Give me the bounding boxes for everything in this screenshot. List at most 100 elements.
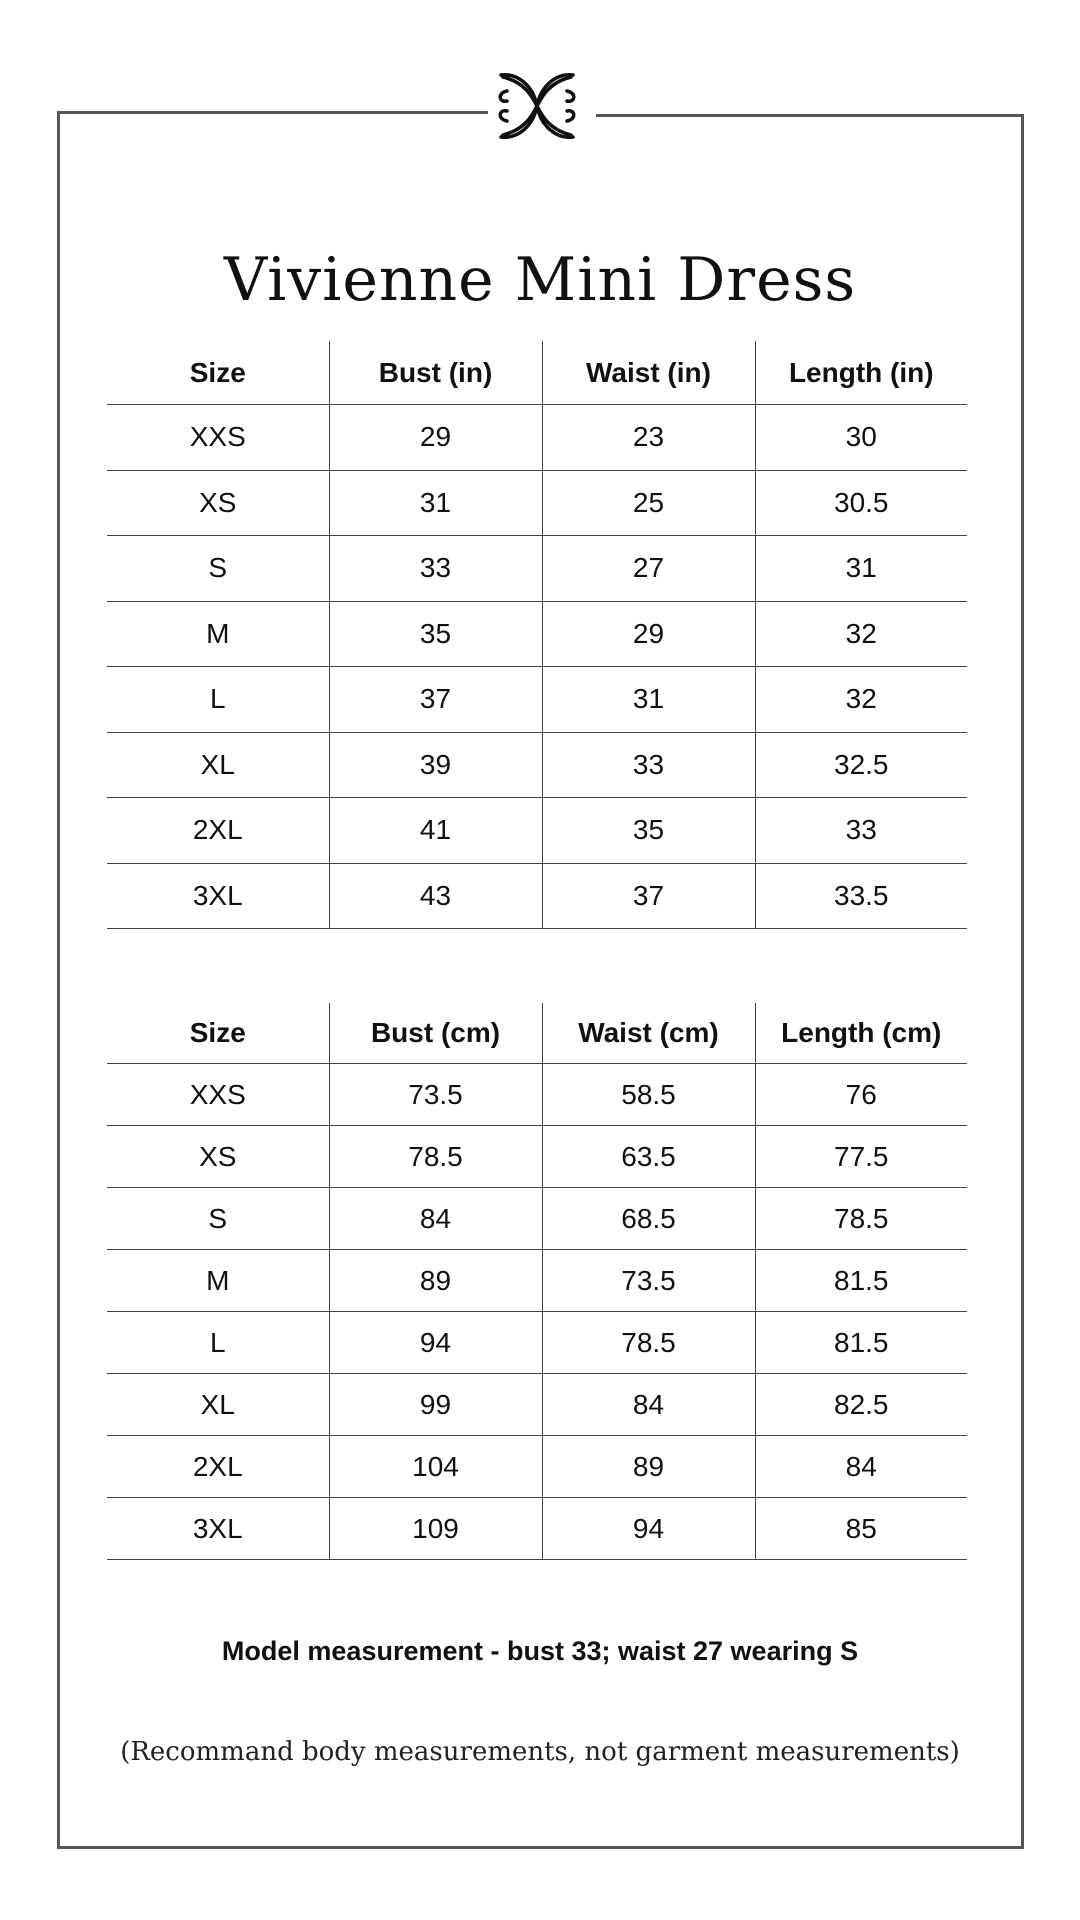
measurement-cell: 39 (328, 732, 542, 798)
measurement-cell: 94 (328, 1311, 542, 1374)
measurement-cell: 32.5 (754, 732, 967, 798)
size-cell: XXS (107, 1063, 329, 1126)
measurement-cell: 23 (541, 404, 755, 471)
measurement-cell: 85 (754, 1497, 967, 1560)
measurement-cell: 78.5 (328, 1125, 542, 1188)
measurement-cell: 109 (328, 1497, 542, 1560)
measurement-cell: 32 (754, 601, 967, 667)
measurement-cell: 89 (541, 1435, 755, 1498)
measurement-cell: 35 (328, 601, 542, 667)
column-header: Bust (cm) (328, 1003, 542, 1064)
measurement-cell: 35 (541, 797, 755, 864)
size-cell: S (107, 535, 329, 602)
measurement-cell: 43 (328, 863, 542, 929)
size-cell: XS (107, 1125, 329, 1188)
table-row: 3XL 43 37 33.5 (107, 863, 967, 929)
measurement-cell: 68.5 (541, 1187, 755, 1250)
measurement-cell: 29 (541, 601, 755, 667)
measurement-cell: 84 (541, 1373, 755, 1436)
table-row: M 35 29 32 (107, 601, 967, 667)
frame-bottom (57, 1846, 1024, 1849)
size-cell: L (107, 1311, 329, 1374)
measurement-cell: 81.5 (754, 1249, 967, 1312)
measurement-cell: 84 (328, 1187, 542, 1250)
table-row: XS 31 25 30.5 (107, 470, 967, 536)
size-cell: 3XL (107, 863, 329, 929)
frame-left (57, 111, 60, 1848)
measurement-cell: 30.5 (754, 470, 967, 536)
table-row: L 94 78.5 81.5 (107, 1311, 967, 1374)
model-measurement: Model measurement - bust 33; waist 27 we… (221, 1636, 859, 1666)
column-header: Waist (in) (541, 341, 755, 405)
size-cell: S (107, 1187, 329, 1250)
table-row: XXS 29 23 30 (107, 404, 967, 471)
measurement-cell: 25 (541, 470, 755, 536)
table-header-row: Size Bust (cm) Waist (cm) Length (cm) (107, 1003, 967, 1064)
table-row: XS 78.5 63.5 77.5 (107, 1125, 967, 1188)
measurement-cell: 33 (541, 732, 755, 798)
frame-top-left (58, 111, 488, 114)
measurement-cell: 99 (328, 1373, 542, 1436)
size-cell: XS (107, 470, 329, 536)
measurement-cell: 37 (541, 863, 755, 929)
column-header: Length (cm) (754, 1003, 967, 1064)
column-header: Length (in) (754, 341, 967, 405)
size-cell: XL (107, 1373, 329, 1436)
measurement-cell: 73.5 (541, 1249, 755, 1312)
measurement-cell: 63.5 (541, 1125, 755, 1188)
column-header: Size (107, 341, 329, 405)
measurement-cell: 76 (754, 1063, 967, 1126)
measurement-cell: 31 (541, 666, 755, 733)
table-row: M 89 73.5 81.5 (107, 1249, 967, 1312)
measurement-cell: 84 (754, 1435, 967, 1498)
measurement-cell: 32 (754, 666, 967, 733)
measurement-cell: 81.5 (754, 1311, 967, 1374)
frame-right (1021, 114, 1024, 1848)
size-cell: XXS (107, 404, 329, 471)
table-row: 2XL 104 89 84 (107, 1435, 967, 1498)
size-cell: 3XL (107, 1497, 329, 1560)
measurement-cell: 78.5 (541, 1311, 755, 1374)
measurement-note: (Recommand body measurements, not garmen… (120, 1737, 960, 1767)
measurement-cell: 31 (754, 535, 967, 602)
measurement-cell: 77.5 (754, 1125, 967, 1188)
measurement-cell: 41 (328, 797, 542, 864)
table-row: XL 99 84 82.5 (107, 1373, 967, 1436)
measurement-cell: 33 (754, 797, 967, 864)
column-header: Waist (cm) (541, 1003, 755, 1064)
size-cell: XL (107, 732, 329, 798)
table-row: XXS 73.5 58.5 76 (107, 1063, 967, 1126)
size-table-inches: Size Bust (in) Waist (in) Length (in) XX… (107, 341, 967, 929)
measurement-cell: 31 (328, 470, 542, 536)
ornament-logo-icon (498, 73, 576, 139)
measurement-cell: 78.5 (754, 1187, 967, 1250)
size-cell: L (107, 666, 329, 733)
measurement-cell: 58.5 (541, 1063, 755, 1126)
size-cell: M (107, 1249, 329, 1312)
measurement-cell: 33.5 (754, 863, 967, 929)
measurement-cell: 33 (328, 535, 542, 602)
measurement-cell: 89 (328, 1249, 542, 1312)
table-row: XL 39 33 32.5 (107, 732, 967, 798)
column-header: Size (107, 1003, 329, 1064)
table-row: 2XL 41 35 33 (107, 797, 967, 864)
size-table-cm: Size Bust (cm) Waist (cm) Length (cm) XX… (107, 1003, 967, 1560)
frame-top-right (596, 114, 1022, 117)
measurement-cell: 37 (328, 666, 542, 733)
column-header: Bust (in) (328, 341, 542, 405)
measurement-cell: 73.5 (328, 1063, 542, 1126)
size-cell: 2XL (107, 1435, 329, 1498)
measurement-cell: 82.5 (754, 1373, 967, 1436)
table-header-row: Size Bust (in) Waist (in) Length (in) (107, 341, 967, 405)
table-row: 3XL 109 94 85 (107, 1497, 967, 1560)
size-cell: M (107, 601, 329, 667)
table-row: S 33 27 31 (107, 535, 967, 602)
measurement-cell: 30 (754, 404, 967, 471)
size-cell: 2XL (107, 797, 329, 864)
page-title: Vivienne Mini Dress (223, 245, 857, 316)
table-row: L 37 31 32 (107, 666, 967, 733)
measurement-cell: 27 (541, 535, 755, 602)
measurement-cell: 29 (328, 404, 542, 471)
measurement-cell: 104 (328, 1435, 542, 1498)
measurement-cell: 94 (541, 1497, 755, 1560)
